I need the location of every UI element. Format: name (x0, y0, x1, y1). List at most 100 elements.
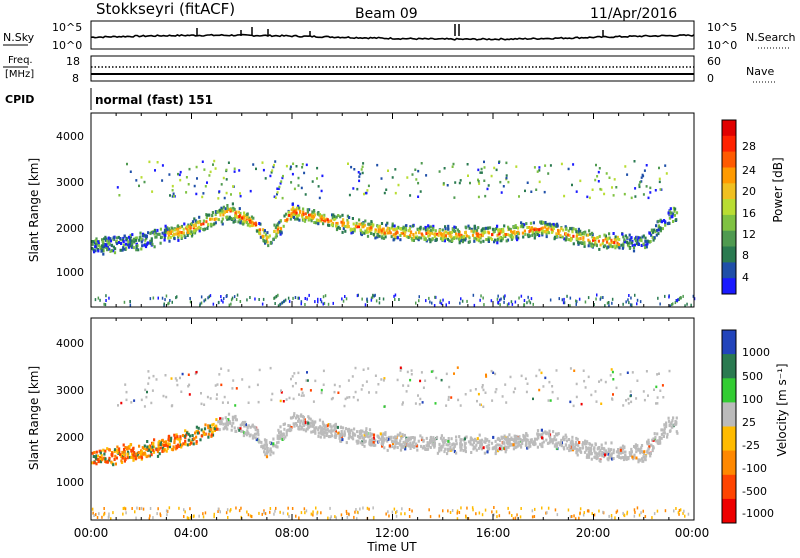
data-cell (370, 442, 373, 445)
data-cell (217, 420, 220, 424)
colorbar-segment (722, 183, 736, 200)
data-cell (335, 215, 338, 219)
data-cell (200, 402, 203, 406)
data-cell (251, 436, 254, 440)
data-cell (335, 433, 338, 437)
data-cell (331, 396, 334, 400)
data-cell (291, 215, 294, 218)
data-cell (143, 451, 146, 455)
data-cell (480, 294, 482, 298)
data-cell (478, 182, 481, 185)
data-cell (329, 435, 332, 439)
data-cell (409, 231, 413, 235)
data-cell (307, 421, 310, 425)
data-cell (565, 235, 568, 239)
data-cell (450, 448, 453, 452)
noise-left-tick-bottom: 10^0 (52, 39, 82, 52)
data-cell (272, 444, 275, 448)
data-cell (207, 222, 210, 226)
data-cell (196, 431, 199, 435)
data-cell (602, 239, 605, 243)
data-cell (383, 231, 386, 235)
data-cell (234, 219, 237, 223)
data-cell (629, 303, 632, 307)
data-cell (280, 391, 283, 394)
data-cell (508, 227, 511, 231)
data-cell (636, 302, 638, 306)
data-cell (126, 452, 129, 456)
data-cell (279, 510, 281, 514)
data-cell (356, 517, 358, 521)
data-cell (304, 217, 307, 221)
data-cell (545, 511, 547, 515)
data-cell (421, 436, 424, 440)
data-cell (394, 293, 397, 297)
data-cell (149, 507, 152, 510)
data-cell (495, 388, 498, 391)
colorbar-segment (722, 199, 736, 216)
data-cell (578, 232, 581, 236)
data-cell (290, 377, 292, 381)
power-cbar-tick-16: 16 (742, 207, 756, 220)
data-cell (653, 432, 656, 436)
data-cell (668, 423, 671, 427)
data-cell (354, 510, 356, 514)
data-cell (539, 220, 542, 224)
data-cell (236, 215, 239, 219)
data-cell (246, 298, 248, 302)
data-cell (251, 423, 254, 427)
data-cell (606, 457, 609, 461)
data-cell (407, 384, 410, 387)
data-cell (263, 509, 265, 513)
data-cell (218, 300, 220, 304)
data-cell (241, 430, 244, 434)
data-cell (582, 236, 585, 240)
data-cell (100, 249, 103, 253)
colorbar-frame (721, 329, 737, 524)
data-cell (192, 224, 195, 228)
data-cell (329, 424, 332, 428)
data-cell (343, 434, 346, 438)
vel-cbar-tick-1000: 1000 (742, 346, 770, 359)
data-cell (504, 235, 507, 238)
data-cell (304, 212, 307, 216)
data-cell (457, 398, 460, 402)
data-cell (226, 206, 229, 210)
data-cell (284, 219, 287, 222)
data-cell (326, 218, 329, 222)
data-cell (393, 224, 396, 228)
data-cell (101, 515, 103, 519)
data-cell (330, 397, 333, 401)
data-cell (659, 227, 662, 231)
data-cell (382, 236, 386, 240)
data-cell (665, 425, 668, 429)
data-cell (605, 451, 608, 455)
data-cell (258, 298, 260, 301)
data-cell (410, 373, 413, 376)
data-cell (341, 438, 344, 442)
data-cell (393, 445, 396, 449)
data-cell (297, 415, 300, 419)
data-cell (311, 419, 314, 423)
data-cell (464, 446, 467, 450)
data-cell (293, 372, 296, 375)
data-cell (385, 188, 388, 191)
data-cell (463, 437, 466, 441)
data-cell (246, 429, 249, 433)
data-cell (569, 304, 571, 308)
data-cell (113, 251, 117, 255)
data-cell (652, 238, 655, 242)
data-cell (159, 441, 162, 444)
data-cell (142, 234, 145, 238)
data-cell (106, 239, 109, 243)
data-cell (609, 374, 612, 377)
data-cell (479, 298, 481, 302)
data-cell (676, 431, 679, 435)
data-cell (297, 184, 300, 187)
data-cell (93, 250, 96, 254)
data-cell (438, 442, 441, 446)
data-cell (262, 238, 265, 242)
data-cell (438, 170, 441, 173)
data-cell (625, 300, 627, 304)
data-cell (564, 225, 567, 229)
